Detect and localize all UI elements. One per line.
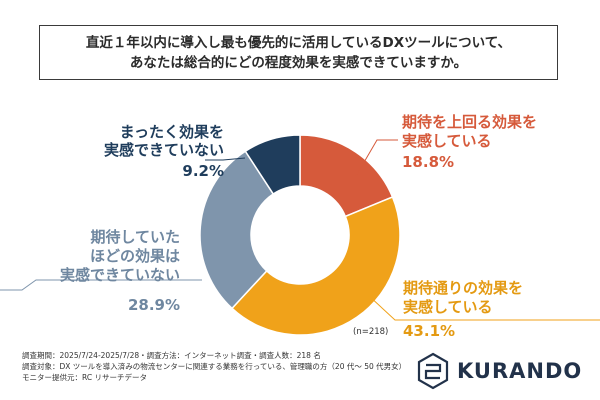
survey-notes: 調査期間：2025/7/24-2025/7/28・調査方法：インターネット調査・… — [22, 350, 406, 383]
leader-line-above-expectation — [355, 139, 398, 177]
slice-label-line: 実感できていない — [103, 141, 224, 159]
sample-size-note: (n=218) — [353, 327, 389, 337]
survey-note-provider: モニター提供元：RC リサーチデータ — [22, 373, 147, 382]
slice-percent: 18.8% — [402, 153, 455, 171]
slice-label-line: 実感している — [402, 132, 492, 150]
kurando-logo: KURANDO — [416, 352, 582, 390]
slice-label-line: ほどの効果は — [89, 247, 180, 265]
slice-label-as-expected: 期待通りの効果を 実感している 43.1% — [403, 279, 523, 341]
logo-text: KURANDO — [457, 359, 583, 383]
slice-above-expectation — [299, 134, 394, 218]
slice-label-line: 実感している — [403, 298, 493, 316]
slice-below-expectation — [199, 150, 275, 310]
slice-percent: 43.1% — [403, 322, 456, 340]
slice-no-effect — [244, 134, 301, 195]
slice-percent: 28.9% — [127, 296, 180, 314]
kurando-logo-icon — [417, 352, 449, 390]
leader-line-no-effect — [205, 157, 246, 161]
slice-label-line: 期待していた — [90, 228, 180, 246]
slice-label-no-effect: まったく効果を 実感できていない 9.2% — [64, 123, 224, 180]
slice-label-above-expectation: 期待を上回る効果を 実感している 18.8% — [402, 113, 537, 172]
title-line-1: 直近１年以内に導入し最も優先的に活用しているDXツールについて、 — [85, 34, 512, 51]
slice-label-line: 期待を上回る効果を — [402, 113, 538, 131]
survey-note-target: 調査対象：DX ツールを導入済みの物流センターに関連する業務を行っている、管理職… — [22, 362, 407, 371]
title-box: 直近１年以内に導入し最も優先的に活用しているDXツールについて、 あなたは総合的… — [39, 25, 558, 80]
slice-percent: 9.2% — [182, 162, 224, 180]
slice-label-line: まったく効果を — [119, 123, 224, 141]
slice-label-line: 期待通りの効果を — [403, 279, 524, 297]
slice-label-line: 実感できていない — [59, 266, 180, 284]
slice-label-below-expectation: 期待していた ほどの効果は 実感できていない 28.9% — [50, 228, 180, 315]
leader-line-as-expected — [367, 294, 600, 321]
leader-line-below-expectation — [0, 279, 202, 291]
title-line-2: あなたは総合的にどの程度効果を実感できていますか。 — [129, 54, 468, 71]
slice-as-expected — [230, 196, 401, 336]
survey-note-period: 調査期間：2025/7/24-2025/7/28・調査方法：インターネット調査・… — [22, 351, 321, 360]
